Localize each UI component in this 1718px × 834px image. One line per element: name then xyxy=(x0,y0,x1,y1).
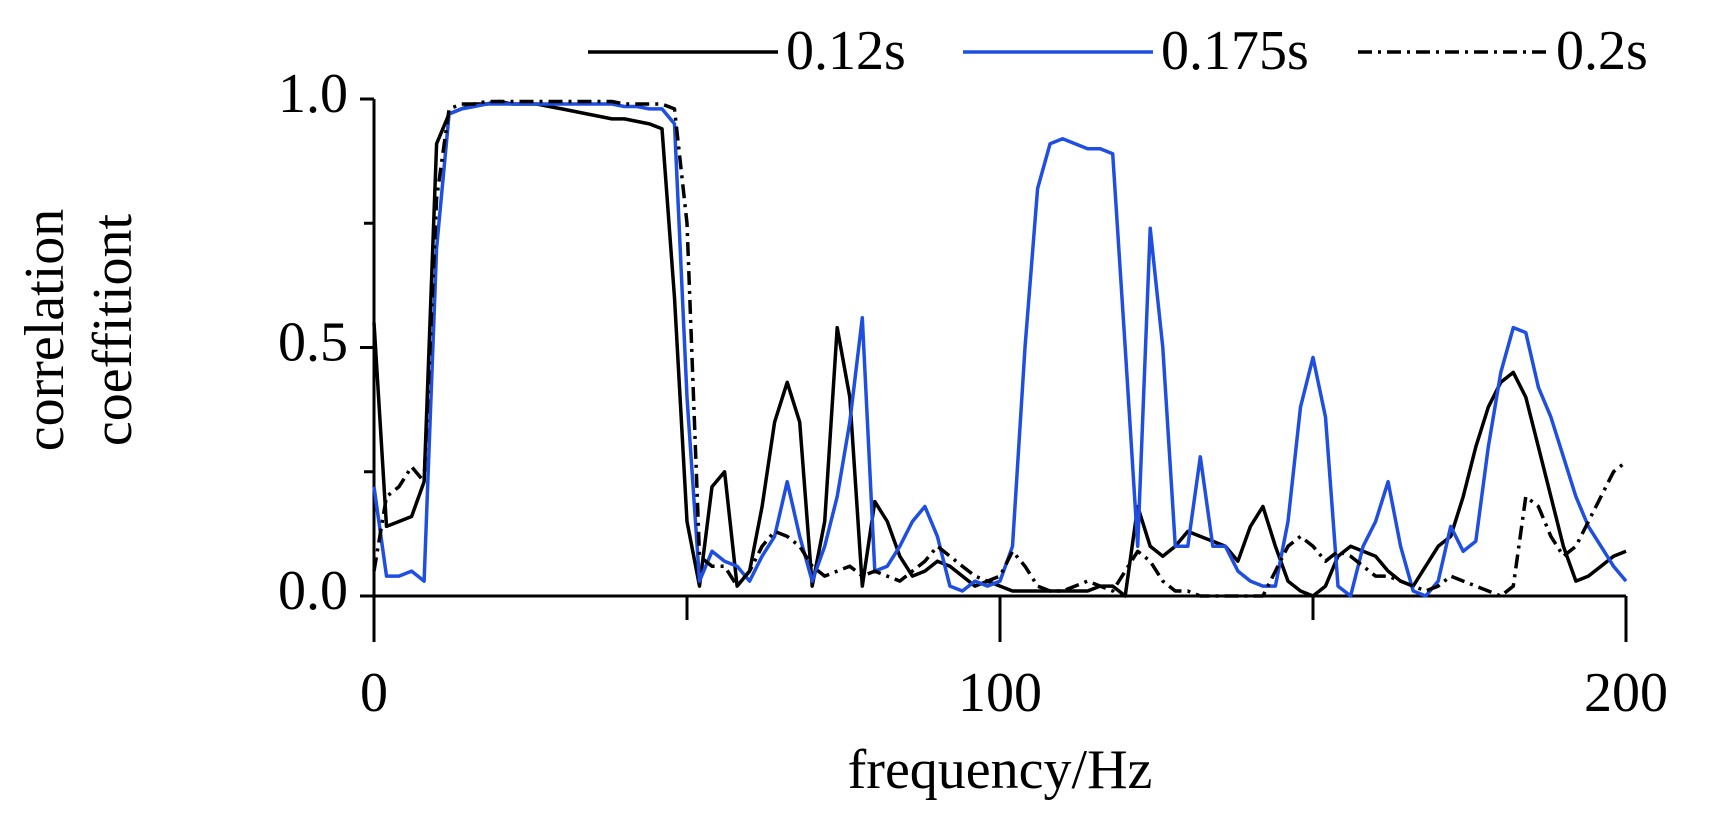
legend-label: 0.12s xyxy=(786,20,906,82)
x-tick-label: 100 xyxy=(958,662,1042,724)
series-line xyxy=(372,99,1628,598)
y-tick-label: 0.5 xyxy=(278,311,348,373)
y-axis-label-line: coeffitiont xyxy=(82,213,144,446)
x-tick-label: 200 xyxy=(1584,662,1668,724)
y-axis-label: correlation coeffitiont xyxy=(14,209,144,452)
legend-label: 0.175s xyxy=(1161,20,1309,82)
series-line xyxy=(372,99,1627,598)
x-axis-label: frequency/Hz xyxy=(848,739,1153,801)
x-tick-label: 0 xyxy=(360,662,388,724)
y-tick-label: 0.0 xyxy=(278,560,348,622)
y-axis-label-line: correlation xyxy=(14,209,76,452)
series-line xyxy=(372,102,1628,598)
y-tick-label: 1.0 xyxy=(278,63,348,125)
legend-label: 0.2s xyxy=(1556,20,1648,82)
